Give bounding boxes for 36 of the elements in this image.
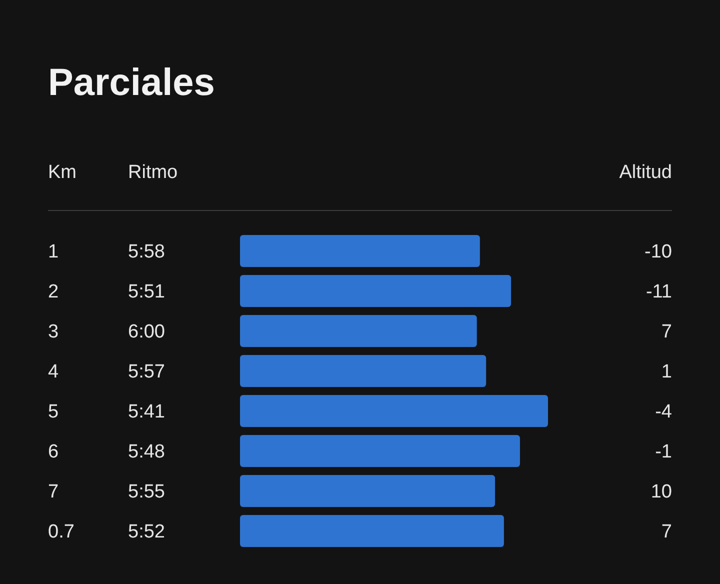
- bar: [240, 355, 486, 387]
- bar: [240, 475, 496, 507]
- chart-title: Parciales: [48, 62, 215, 104]
- y-tick-label: 3: [48, 322, 59, 343]
- bar: [240, 515, 504, 547]
- text: 5:55: [128, 482, 165, 503]
- text: 6:00: [128, 322, 165, 343]
- y-tick-label: 5: [48, 402, 59, 423]
- y-tick-label: 1: [48, 242, 59, 263]
- y-tick-label: 2: [48, 282, 59, 303]
- y-tick-label: 7: [48, 482, 59, 503]
- text: 1: [661, 362, 672, 383]
- text: -4: [655, 402, 672, 423]
- bar: [240, 275, 512, 307]
- text: 5:57: [128, 362, 165, 383]
- bar: [240, 395, 548, 427]
- y-tick-label: 4: [48, 362, 59, 383]
- bar: [240, 435, 520, 467]
- text: 10: [650, 482, 672, 503]
- bar: [240, 235, 480, 267]
- y-axis-title: Km: [48, 162, 76, 183]
- text: -1: [655, 442, 672, 463]
- text: 5:48: [128, 442, 165, 463]
- text: 7: [661, 322, 672, 343]
- text: 5:51: [128, 282, 165, 303]
- text: 5:58: [128, 242, 165, 263]
- text: 7: [661, 522, 672, 543]
- text: 5:41: [128, 402, 165, 423]
- text: -11: [646, 282, 672, 303]
- y2-axis-title: Altitud: [619, 162, 672, 183]
- y-tick-label: 6: [48, 442, 59, 463]
- text: 5:52: [128, 522, 165, 543]
- y-tick-label: 0.7: [48, 522, 74, 543]
- bar: [240, 315, 477, 347]
- text: -10: [644, 242, 672, 263]
- x-axis-title: Ritmo: [128, 162, 178, 183]
